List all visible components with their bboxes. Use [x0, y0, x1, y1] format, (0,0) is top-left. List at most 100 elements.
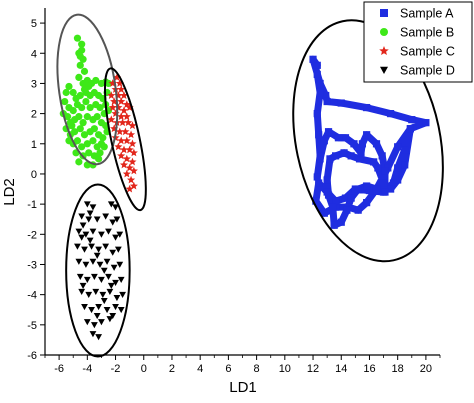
sample-c-point [115, 127, 124, 136]
sample-c-point [125, 103, 134, 112]
sample-d-point [103, 307, 111, 314]
sample-a-point [389, 179, 398, 187]
sample-d-point [81, 304, 88, 311]
sample-a-point [347, 152, 355, 160]
sample-d-point [109, 313, 117, 320]
ellipse-sample-b [56, 13, 119, 166]
sample-d-point [114, 246, 122, 253]
sample-d-point [109, 219, 117, 226]
y-tick-label: 4 [31, 48, 37, 60]
sample-a-point [324, 191, 333, 199]
sample-d-point [83, 276, 91, 283]
sample-a-point [365, 186, 374, 195]
sample-a-point [341, 134, 350, 142]
y-tick-label: -4 [27, 290, 37, 302]
sample-a-point [315, 131, 323, 139]
sample-d-point [93, 252, 101, 259]
sample-d-point [98, 231, 105, 238]
sample-a-point [354, 206, 362, 214]
sample-b-point [82, 97, 90, 106]
sample-d-point [105, 273, 112, 280]
sample-a-point [387, 110, 395, 118]
sample-a-point [323, 97, 331, 106]
sample-d-point [112, 204, 119, 211]
sample-c-point [119, 160, 129, 169]
sample-a-point [363, 199, 371, 207]
sample-c-point [122, 154, 131, 163]
sample-a-point [406, 125, 414, 133]
x-tick-label: 16 [363, 363, 375, 375]
sample-d-point [79, 222, 87, 229]
sample-b-point [96, 103, 104, 112]
y-tick-label: -1 [27, 199, 37, 211]
sample-c-point [128, 139, 137, 148]
sample-d-point [106, 288, 114, 296]
sample-c-point [117, 112, 126, 121]
sample-c-point [122, 169, 131, 178]
sample-a-point [316, 88, 324, 97]
ellipses [56, 13, 444, 358]
sample-d-point [98, 319, 105, 326]
sample-d-point [85, 216, 93, 223]
sample-d-point [102, 243, 110, 250]
sample-a-point [355, 155, 364, 163]
sample-a-point [350, 140, 358, 148]
sample-d-point [105, 228, 112, 235]
sample-d-point [119, 291, 126, 299]
sample-d-point [100, 297, 108, 305]
sample-d-point [92, 288, 100, 296]
sample-d-point [88, 307, 95, 314]
ellipse-sample-c [103, 67, 147, 212]
y-tick-label: -3 [27, 259, 37, 271]
x-tick-label: 10 [279, 363, 291, 375]
sample-b-point [68, 122, 76, 130]
sample-a-point [309, 55, 317, 63]
axes: -6 -4 -2 0 2 4 6 8 10 12 14 16 18 20-6-5-4-3-2-101234… [27, 8, 441, 375]
sample-b-point [80, 67, 89, 75]
sample-b-point [95, 155, 103, 163]
sample-c-point [107, 91, 116, 99]
sample-b-point [75, 73, 83, 81]
x-tick-label: 14 [335, 363, 347, 375]
y-axis-title: LD2 [1, 178, 18, 206]
sample-b-point [80, 131, 89, 139]
sample-b-point [73, 34, 82, 42]
sample-c-point [119, 145, 129, 154]
sample-c-point [122, 112, 131, 121]
sample-a-point [324, 128, 333, 136]
sample-d-point [85, 291, 93, 299]
sample-a-point [322, 91, 330, 100]
sample-a-point [401, 161, 409, 169]
sample-d-point [107, 201, 115, 208]
sample-d-point [86, 237, 94, 244]
sample-b-point [78, 46, 86, 54]
sample-c-point [124, 118, 133, 127]
sample-a-point [394, 176, 402, 184]
sample-c-point [125, 145, 134, 154]
sample-c-point [128, 157, 137, 166]
legend-label-sample-b: Sample B [400, 26, 454, 40]
sample-a-point [387, 185, 395, 193]
sample-b-point [78, 103, 86, 112]
x-tick-label: 0 [141, 363, 147, 375]
sample-c-point [129, 166, 138, 175]
sample-d-point [95, 304, 103, 311]
y-tick-label: 1 [31, 139, 37, 151]
sample-b-point [69, 88, 77, 97]
sample-c-point [128, 121, 137, 130]
sample-d-point [112, 234, 119, 241]
y-tick-label: 5 [31, 18, 37, 30]
sample-d-point [74, 243, 81, 250]
sample-c-point [127, 175, 136, 184]
sample-b-point [76, 125, 84, 133]
sample-c-point [122, 136, 131, 145]
sample-a-point [332, 152, 340, 160]
sample-b-point [62, 88, 70, 97]
sample-c-point [119, 91, 129, 99]
sample-d-point [107, 282, 115, 289]
sample-a-point [374, 164, 382, 172]
sample-d-point [79, 282, 87, 289]
sample-c-point [110, 97, 119, 105]
legend: Sample A Sample B Sample C Sample D [363, 1, 473, 83]
